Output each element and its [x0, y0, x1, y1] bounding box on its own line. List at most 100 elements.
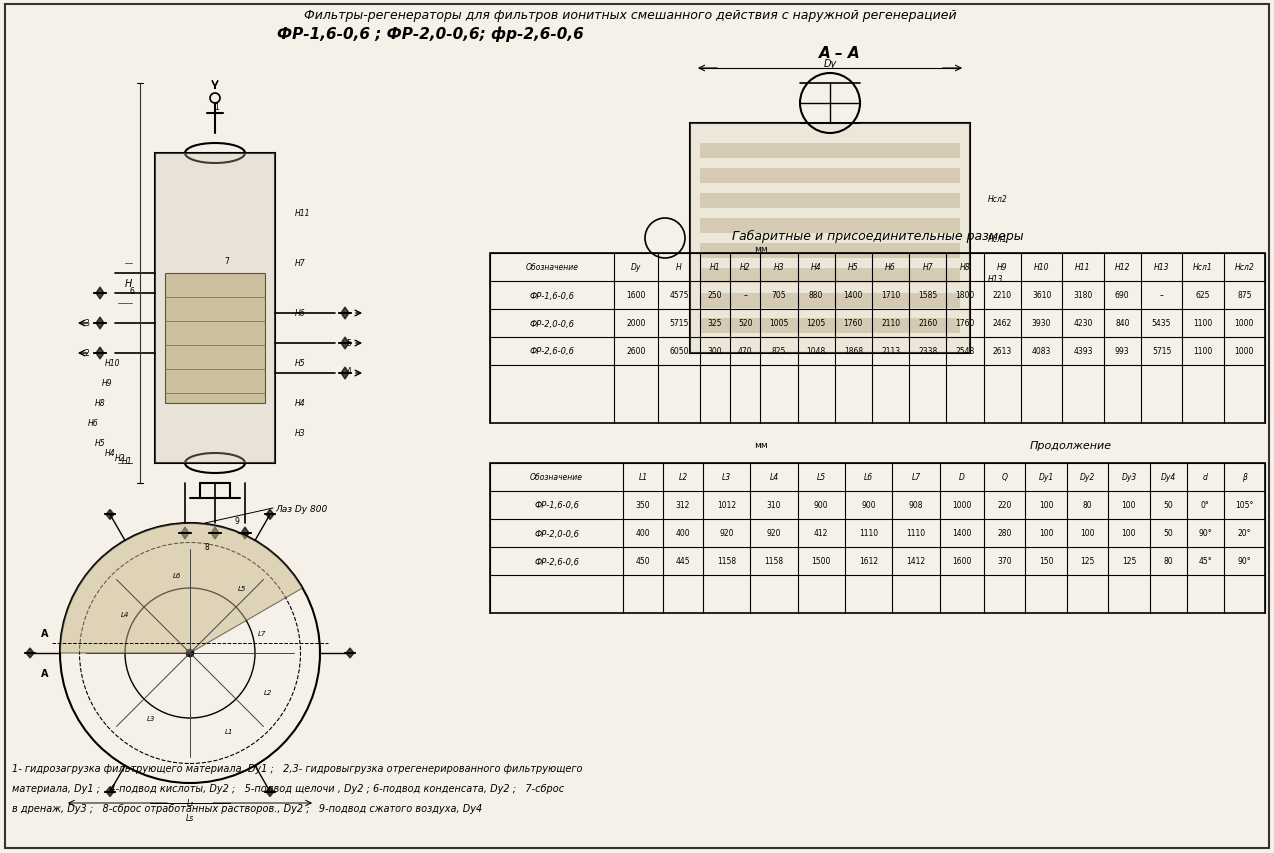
Text: L6: L6	[173, 572, 181, 578]
Text: 920: 920	[720, 529, 734, 538]
Text: А – А: А – А	[819, 46, 861, 61]
Text: 520: 520	[738, 319, 753, 328]
Bar	[155, 154, 275, 463]
Text: 400: 400	[636, 529, 651, 538]
Text: L6: L6	[864, 473, 873, 482]
Text: β: β	[1242, 473, 1247, 482]
Polygon shape	[347, 648, 354, 659]
Bar	[691, 124, 970, 354]
Text: 5715: 5715	[669, 319, 689, 328]
Text: H8: H8	[94, 399, 104, 408]
Text: 825: 825	[772, 347, 786, 356]
Text: H1: H1	[121, 457, 132, 466]
Text: 125: 125	[1080, 557, 1094, 566]
Text: 2: 2	[84, 349, 89, 358]
Text: H2: H2	[740, 264, 750, 272]
Polygon shape	[106, 786, 113, 797]
Bar	[155, 154, 275, 463]
Text: 445: 445	[675, 557, 691, 566]
Text: 370: 370	[998, 557, 1012, 566]
Text: L7: L7	[257, 630, 266, 636]
Text: 1600: 1600	[627, 291, 646, 300]
Text: A: A	[41, 668, 48, 678]
Polygon shape	[96, 287, 104, 299]
Text: 2210: 2210	[992, 291, 1012, 300]
Text: L5: L5	[817, 473, 826, 482]
Text: 3930: 3930	[1032, 319, 1051, 328]
Text: 2113: 2113	[882, 347, 901, 356]
Text: 90°: 90°	[1199, 529, 1212, 538]
Text: ФР-1,6-0,6 ; ФР-2,0-0,6; фр-2,6-0,6: ФР-1,6-0,6 ; ФР-2,0-0,6; фр-2,6-0,6	[276, 26, 583, 42]
Text: ФР-1,6-0,6: ФР-1,6-0,6	[530, 291, 575, 300]
Text: 4230: 4230	[1073, 319, 1093, 328]
Text: L2: L2	[264, 689, 273, 695]
Text: 300: 300	[707, 347, 722, 356]
Bar	[699, 293, 961, 309]
Text: 1585: 1585	[919, 291, 938, 300]
Bar	[699, 194, 961, 209]
Text: 1500: 1500	[812, 557, 831, 566]
Text: 1012: 1012	[717, 501, 736, 510]
Text: 100: 100	[1121, 501, 1136, 510]
Text: 470: 470	[738, 347, 753, 356]
Text: Обозначение: Обозначение	[530, 473, 583, 482]
Text: 6: 6	[130, 287, 135, 296]
Text: 1110: 1110	[906, 529, 925, 538]
Text: 280: 280	[998, 529, 1012, 538]
Bar	[490, 463, 1265, 613]
Text: ФР-2,0-0,6: ФР-2,0-0,6	[534, 529, 580, 538]
Text: Лаз Dy 800: Лаз Dy 800	[275, 504, 327, 513]
Text: 1760: 1760	[956, 319, 975, 328]
Text: 2462: 2462	[992, 319, 1012, 328]
Bar	[699, 218, 961, 234]
Text: 2000: 2000	[627, 319, 646, 328]
Text: A: A	[41, 629, 48, 638]
Text: мм: мм	[754, 244, 768, 253]
Text: 625: 625	[1196, 291, 1210, 300]
Wedge shape	[60, 524, 303, 653]
Text: Dy3: Dy3	[1121, 473, 1136, 482]
Text: L4: L4	[769, 473, 778, 482]
Text: 125: 125	[1121, 557, 1136, 566]
Polygon shape	[25, 648, 34, 659]
Text: Продолжение: Продолжение	[1031, 440, 1112, 450]
Text: H3: H3	[773, 264, 785, 272]
Text: 1868: 1868	[843, 347, 862, 356]
Text: Габаритные и присоединительные размеры: Габаритные и присоединительные размеры	[731, 229, 1023, 242]
Text: H: H	[125, 279, 132, 288]
Text: 1000: 1000	[1235, 319, 1254, 328]
Text: 1005: 1005	[769, 319, 789, 328]
Text: 312: 312	[675, 501, 691, 510]
Text: L₂: L₂	[186, 798, 194, 808]
Text: 5: 5	[347, 339, 352, 348]
Text: H5: H5	[848, 264, 859, 272]
Text: Hсл1: Hсл1	[989, 235, 1008, 243]
Text: 1100: 1100	[1194, 347, 1213, 356]
Text: H10: H10	[104, 359, 120, 368]
Bar	[699, 244, 961, 258]
Text: 150: 150	[1038, 557, 1054, 566]
Text: 1110: 1110	[859, 529, 878, 538]
Bar	[699, 144, 961, 159]
Bar	[699, 319, 961, 334]
Text: H4: H4	[296, 399, 306, 408]
Text: 50: 50	[1163, 501, 1173, 510]
Text: 1760: 1760	[843, 319, 862, 328]
Text: 2338: 2338	[919, 347, 938, 356]
Text: материала, Dy1 ;   4-подвод кислоты, Dy2 ;   5-подвод щелочи , Dy2 ; 6-подвод ко: материала, Dy1 ; 4-подвод кислоты, Dy2 ;…	[11, 783, 564, 793]
Text: 100: 100	[1038, 529, 1054, 538]
Text: 45°: 45°	[1199, 557, 1212, 566]
Text: H9: H9	[998, 264, 1008, 272]
Text: 1158: 1158	[764, 557, 784, 566]
Text: H1: H1	[710, 264, 720, 272]
Text: 4393: 4393	[1073, 347, 1093, 356]
Text: H2: H2	[115, 454, 125, 463]
Text: 1612: 1612	[859, 557, 878, 566]
Text: 1000: 1000	[1235, 347, 1254, 356]
Text: 6050: 6050	[669, 347, 689, 356]
Text: 993: 993	[1115, 347, 1130, 356]
Text: Нсл1: Нсл1	[1192, 264, 1213, 272]
Text: H13: H13	[989, 274, 1004, 283]
Polygon shape	[341, 368, 349, 380]
Text: 1400: 1400	[843, 291, 862, 300]
